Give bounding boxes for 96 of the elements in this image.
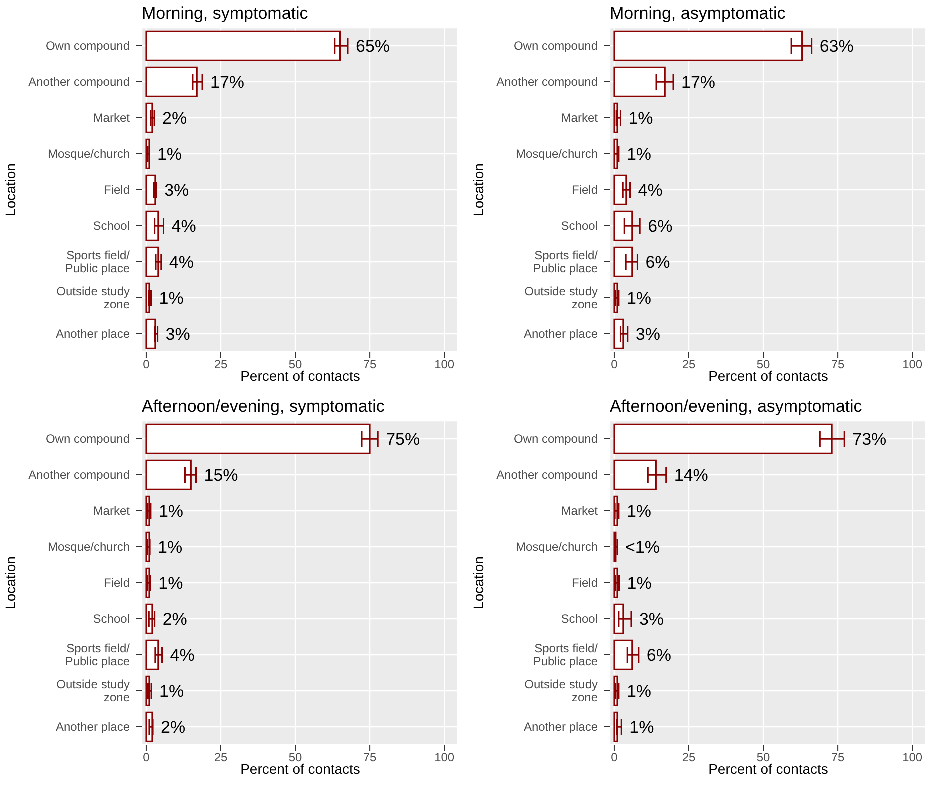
y-tick-label: Another compound (496, 468, 598, 482)
data-label: 4% (172, 217, 196, 236)
y-tick-label: Own compound (46, 39, 130, 53)
chart-title: Afternoon/evening, symptomatic (142, 397, 385, 417)
y-tick-label: Market (561, 111, 599, 125)
y-tick-label: Market (561, 504, 599, 518)
x-tick-label: 25 (214, 358, 228, 372)
data-label: 3% (166, 325, 190, 344)
y-tick-label: Outside study zone (56, 678, 130, 704)
y-tick-label: Sports field/ Public place (65, 248, 131, 276)
x-tick-label: 0 (611, 750, 618, 765)
y-tick-label: Field (572, 576, 598, 590)
data-label: 17% (682, 73, 716, 92)
y-tick-label: Mosque/church (48, 147, 130, 161)
data-label: 1% (158, 574, 184, 594)
data-label: 1% (157, 145, 182, 164)
y-tick-label: School (93, 612, 130, 626)
y-tick-label: Mosque/church (516, 540, 598, 554)
data-label: 1% (159, 289, 184, 308)
data-label: 14% (674, 466, 708, 486)
y-axis-title: Location (470, 164, 486, 216)
data-label: 15% (204, 466, 238, 486)
chart-title: Morning, asymptomatic (610, 4, 786, 24)
data-label: 1% (630, 718, 654, 738)
y-tick-label: Sports field/ Public place (533, 642, 599, 668)
y-tick-label: Sports field/ Public place (533, 248, 599, 276)
x-tick-label: 100 (902, 750, 923, 765)
data-label: 6% (646, 646, 672, 666)
y-tick-label: Field (104, 576, 130, 590)
data-label: 1% (627, 574, 652, 594)
data-label: 1% (626, 145, 652, 164)
y-tick-label: Outside study zone (56, 284, 130, 312)
y-tick-label: Outside study zone (524, 284, 598, 312)
data-label: 1% (626, 289, 652, 308)
y-tick-label: Mosque/church (516, 147, 598, 161)
data-label: 1% (628, 109, 654, 128)
x-tick-label: 0 (611, 358, 618, 372)
chart-title: Morning, symptomatic (142, 4, 308, 24)
y-tick-label: Another place (56, 327, 130, 341)
y-axis-title: Location (2, 556, 18, 610)
y-tick-label: Field (572, 183, 598, 197)
y-tick-label: Field (104, 183, 130, 197)
x-tick-label: 75 (831, 750, 846, 765)
x-tick-label: 0 (143, 358, 150, 372)
y-axis-title: Location (2, 164, 18, 216)
data-label: 3% (639, 610, 664, 630)
data-label: 4% (638, 181, 663, 200)
y-tick-label: Another place (56, 720, 130, 734)
y-tick-label: School (93, 219, 130, 233)
x-tick-label: 25 (682, 358, 696, 372)
data-label: 6% (648, 217, 673, 236)
x-tick-label: 75 (363, 358, 378, 372)
data-label: 3% (636, 325, 660, 344)
x-tick-label: 100 (434, 358, 455, 372)
y-tick-label: Outside study zone (524, 678, 598, 704)
y-tick-label: Sports field/ Public place (65, 642, 131, 668)
y-axis-title: Location (470, 556, 486, 610)
y-tick-label: Another place (524, 327, 598, 341)
y-tick-label: Own compound (514, 39, 598, 53)
x-tick-label: 25 (682, 750, 696, 765)
data-label: <1% (625, 538, 660, 558)
data-label: 4% (170, 646, 195, 666)
data-label: 73% (852, 430, 887, 450)
data-label: 2% (161, 718, 186, 738)
y-tick-label: Another compound (28, 75, 130, 89)
data-label: 6% (646, 253, 670, 272)
data-label: 1% (158, 538, 183, 558)
x-tick-label: 100 (434, 750, 455, 765)
y-tick-label: Another compound (28, 468, 130, 482)
data-label: 75% (386, 430, 420, 450)
data-label: 65% (356, 37, 390, 56)
x-tick-label: 25 (214, 750, 228, 765)
x-tick-label: 100 (902, 358, 923, 372)
data-label: 1% (626, 502, 652, 522)
y-tick-label: Own compound (514, 432, 598, 446)
data-label: 1% (158, 502, 184, 522)
data-label: 1% (626, 682, 652, 702)
chart-title: Afternoon/evening, asymptomatic (610, 397, 862, 417)
data-label: 2% (162, 109, 188, 128)
y-tick-label: School (561, 612, 598, 626)
data-label: 4% (169, 253, 194, 272)
y-tick-label: Mosque/church (48, 540, 130, 554)
data-label: 1% (160, 682, 184, 702)
data-label: 63% (820, 37, 854, 56)
y-tick-label: Another place (524, 720, 598, 734)
y-tick-label: Market (93, 111, 131, 125)
y-tick-label: School (561, 219, 598, 233)
y-tick-label: Own compound (46, 432, 130, 446)
y-tick-label: Market (93, 504, 131, 518)
x-tick-label: 75 (363, 750, 378, 765)
data-label: 17% (210, 73, 245, 92)
data-label: 3% (164, 181, 190, 200)
y-tick-label: Another compound (496, 75, 598, 89)
x-tick-label: 75 (831, 358, 846, 372)
x-tick-label: 0 (143, 750, 150, 765)
data-label: 2% (162, 610, 188, 630)
